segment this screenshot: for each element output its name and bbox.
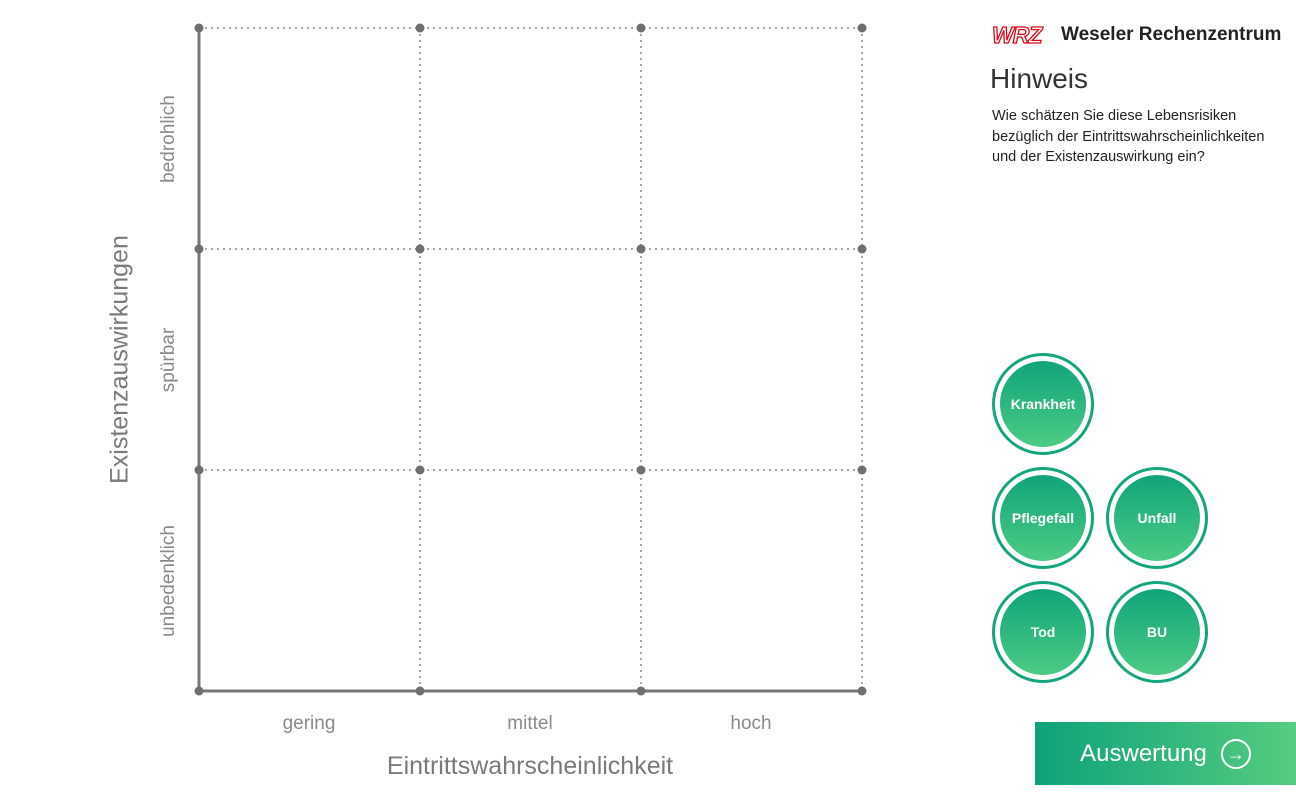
svg-text:WRZ: WRZ [992,24,1043,46]
grid-node [636,244,646,254]
arrow-right-circle-icon: → [1220,738,1251,769]
risk-label: Unfall [1114,475,1200,561]
grid-node [636,465,646,475]
grid-node [415,465,425,475]
x-tick-gering: gering [282,713,336,734]
grid-node [857,23,867,33]
evaluate-label: Auswertung [1080,739,1207,767]
risk-pflegefall[interactable]: Pflegefall [992,467,1094,569]
grid-node [636,686,646,696]
y-tick-unbedenklich: unbedenklich [158,525,179,637]
hint-text: Wie schätzen Sie diese Lebensrisiken bez… [992,108,1265,165]
grid-node [415,686,425,696]
wrz-logo-icon: WRZ [991,24,1045,46]
risk-unfall[interactable]: Unfall [1106,467,1208,569]
grid-node [194,465,204,475]
y-axis-title: Existenzauswirkungen [105,235,134,484]
grid-node [415,23,425,33]
grid-node [857,465,867,475]
risk-matrix-grid [194,23,867,696]
hint-title: Hinweis [990,63,1089,94]
y-tick-spuerbar: spürbar [158,327,179,393]
logo-text: Weseler Rechenzentrum [1061,24,1282,45]
risk-bu[interactable]: BU [1106,581,1208,683]
risk-label: Krankheit [1000,361,1086,447]
grid-node [194,686,204,696]
evaluate-button[interactable]: Auswertung → [1035,722,1296,785]
x-axis-title: Eintrittswahrscheinlichkeit [386,752,674,780]
risk-label: Pflegefall [1000,475,1086,561]
x-tick-hoch: hoch [730,713,772,734]
grid-node [194,23,204,33]
grid-node [857,244,867,254]
risk-label: BU [1114,589,1200,675]
x-tick-mittel: mittel [507,713,553,734]
grid-node [857,686,867,696]
grid-node [636,23,646,33]
grid-node [415,244,425,254]
logo: WRZ Weseler Rechenzentrum [991,24,1281,46]
y-tick-bedrohlich: bedrohlich [158,95,179,183]
risk-krankheit[interactable]: Krankheit [992,353,1094,455]
grid-node [194,244,204,254]
risk-label: Tod [1000,589,1086,675]
risk-tod[interactable]: Tod [992,581,1094,683]
